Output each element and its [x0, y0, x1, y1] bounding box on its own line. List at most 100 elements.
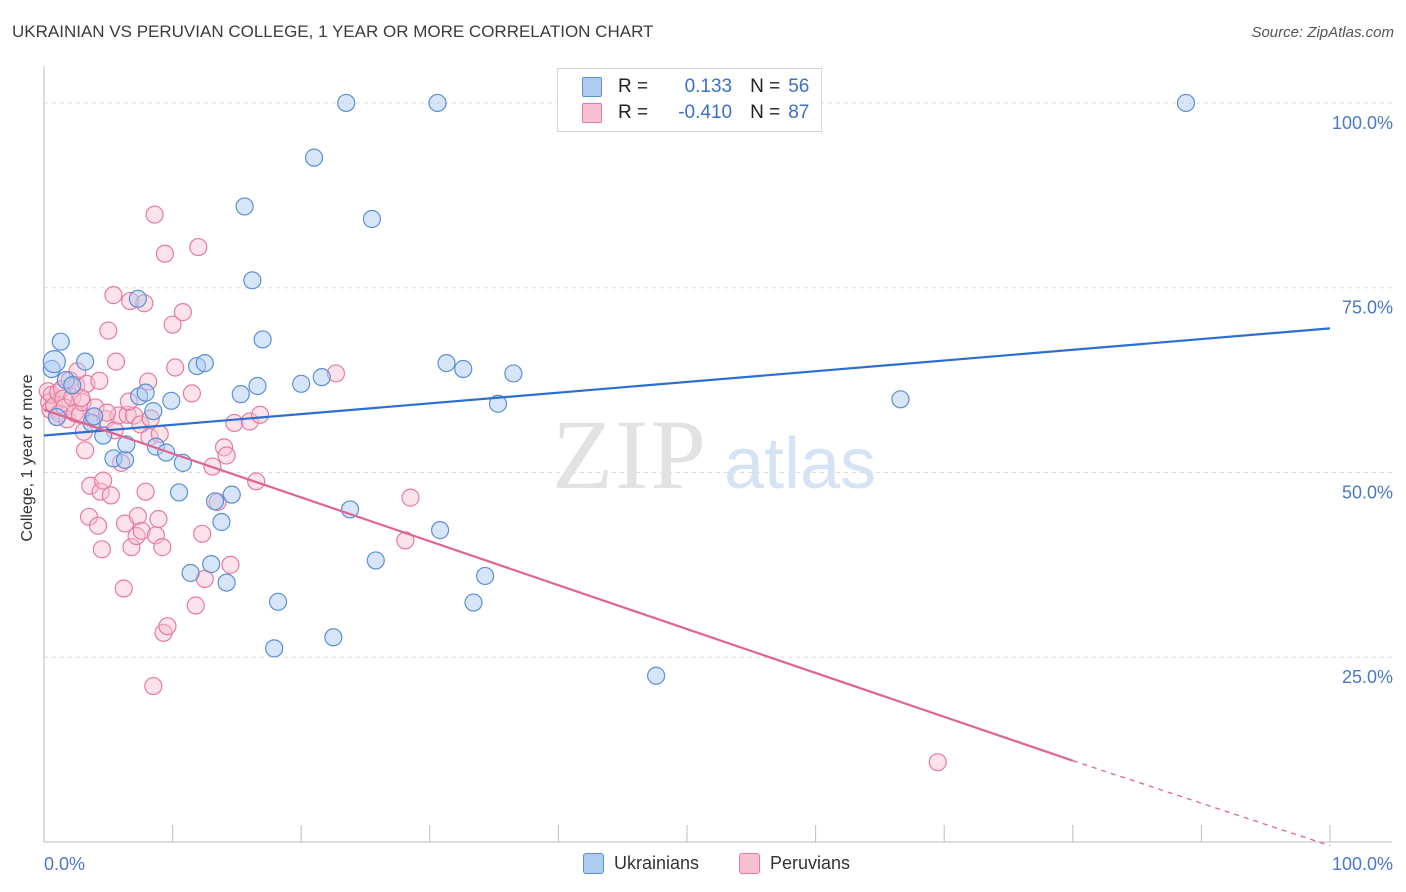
ukrainian-point [504, 364, 523, 383]
ukrainian-point [430, 521, 450, 540]
peruvian-point [76, 441, 95, 460]
peruvians-trend-line [43, 408, 1074, 762]
peruvian-point [132, 521, 151, 540]
legend-n-label: N = [750, 76, 781, 97]
ukrainian-point [144, 402, 163, 421]
peruvian-point [189, 237, 208, 257]
ukrainian-point [891, 390, 910, 409]
ukrainian-point [253, 330, 272, 349]
ukrainian-point [312, 368, 331, 387]
legend-row-ukrainians: R = 0.133 N = 56 [582, 74, 809, 100]
ukrainian-point [85, 407, 104, 426]
peruvian-point [106, 352, 126, 371]
peruvian-point [182, 384, 201, 403]
ukrainian-point [136, 383, 155, 402]
ukrainian-point [63, 376, 82, 395]
y-tick-label: 75.0% [1342, 298, 1393, 318]
ukrainian-point [212, 512, 231, 532]
stats-legend: R = 0.133 N = 56 R = -0.410 N = 87 [557, 68, 822, 132]
watermark: ZIP atlas [552, 399, 876, 510]
ukrainian-point [248, 376, 267, 396]
axes [43, 66, 1392, 843]
ukrainian-point [337, 93, 356, 113]
ukrainians-trend-line [43, 327, 1331, 437]
ukrainian-point [42, 350, 66, 374]
peruvian-point [104, 286, 123, 305]
ukrainian-point [1176, 93, 1196, 113]
chart-title: UKRAINIAN VS PERUVIAN COLLEGE, 1 YEAR OR… [12, 22, 654, 41]
peruvian-point [92, 540, 111, 559]
ukrainian-point [157, 443, 176, 462]
ukrainian-point [76, 352, 95, 371]
legend-n-value: 56 [788, 76, 810, 97]
legend-swatch-pink [582, 103, 602, 123]
ukrainian-point [265, 639, 284, 658]
ukrainian-point [362, 209, 382, 229]
legend-row-peruvians: R = -0.410 N = 87 [582, 100, 809, 126]
ukrainian-point [437, 353, 456, 373]
legend-r-value: -0.410 [678, 102, 733, 123]
y-tick-label: 100.0% [1332, 113, 1393, 133]
ukrainian-point [647, 666, 666, 685]
bottom-legend-swatch-blue [583, 853, 604, 874]
peruvian-point [72, 388, 91, 407]
legend-r-label: R = [618, 102, 649, 123]
peruvian-point [225, 413, 244, 433]
ukrainian-point [217, 573, 236, 592]
peruvian-point [94, 471, 113, 490]
peruvian-point [173, 303, 192, 322]
trend-lines [43, 327, 1331, 847]
ukrainian-point [366, 551, 385, 570]
ukrainian-point [292, 374, 311, 393]
legend-swatch-blue [582, 77, 602, 97]
ukrainian-point [268, 592, 288, 611]
legend-r-label: R = [618, 76, 649, 97]
source-credit: Source: ZipAtlas.com [1251, 24, 1394, 41]
peruvian-point [122, 538, 141, 557]
bottom-legend-ukrainians: Ukrainians [583, 853, 699, 874]
peruvian-point [217, 446, 236, 465]
ukrainian-point [235, 197, 254, 216]
ukrainian-point [428, 93, 447, 113]
bottom-legend-swatch-pink [739, 853, 760, 874]
ukrainian-point [128, 289, 147, 308]
y-tick-label: 50.0% [1342, 482, 1393, 502]
peruvian-point [144, 676, 163, 696]
ukrainian-point [454, 359, 473, 379]
ukrainian-point [304, 148, 324, 167]
ukrainians-points [42, 93, 1196, 685]
legend-n-value: 87 [788, 102, 810, 123]
tick-labels: 25.0% 50.0% 75.0% 100.0% 0.0% 100.0% [44, 113, 1393, 874]
bottom-legend-label: Ukrainians [614, 853, 700, 873]
ukrainian-point [243, 271, 262, 290]
watermark-zip: ZIP [552, 399, 708, 510]
peruvian-point [155, 244, 174, 263]
legend-r-value: 0.133 [684, 76, 733, 97]
peruvian-point [145, 205, 164, 224]
peruvian-point [166, 358, 185, 377]
peruvian-point [99, 321, 118, 340]
ukrainian-point [181, 563, 200, 583]
peruvian-point [149, 509, 168, 529]
y-tick-label: 25.0% [1342, 667, 1393, 687]
bottom-legend-peruvians: Peruvians [739, 853, 850, 874]
peruvian-point [928, 753, 947, 772]
ukrainian-point [115, 450, 135, 470]
peruvian-point [163, 315, 182, 334]
ukrainian-point [475, 566, 495, 586]
ukrainian-point [195, 353, 214, 373]
ukrainian-point [324, 628, 343, 647]
watermark-atlas: atlas [724, 424, 876, 504]
peruvian-point [91, 482, 110, 501]
x-tick-label: 0.0% [44, 854, 85, 874]
peruvian-point [136, 482, 155, 501]
peruvian-point [401, 488, 420, 507]
peruvian-point [90, 371, 109, 390]
peruvian-point [153, 538, 172, 557]
legend-n-label: N = [750, 102, 781, 123]
ukrainian-point [162, 391, 181, 410]
peruvian-point [118, 405, 137, 424]
peruvian-point [114, 579, 133, 598]
peruvian-point [128, 506, 147, 526]
ukrainian-point [51, 332, 70, 351]
